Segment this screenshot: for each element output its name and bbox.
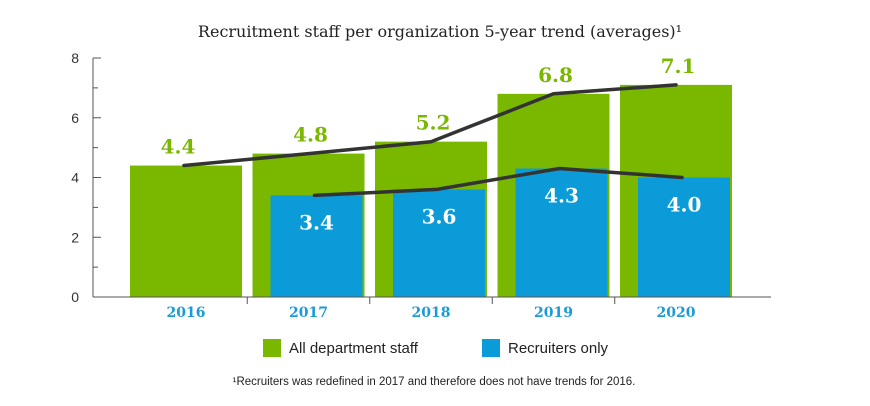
data-label-all-staff: 4.4 bbox=[161, 135, 196, 159]
y-axis: 0 2 4 6 8 bbox=[71, 50, 101, 305]
x-tick-label: 2016 bbox=[167, 305, 206, 321]
data-label-all-staff: 6.8 bbox=[538, 63, 573, 87]
y-tick-label: 0 bbox=[71, 289, 79, 305]
bars bbox=[130, 84, 732, 297]
bar-recruiters-2019 bbox=[515, 168, 608, 297]
x-tick-label: 2017 bbox=[289, 305, 328, 321]
data-label-all-staff: 4.8 bbox=[293, 123, 328, 147]
x-tick-label: 2019 bbox=[534, 305, 573, 321]
footnote: ¹Recruiters was redefined in 2017 and th… bbox=[233, 376, 636, 388]
data-labels: 4.4 4.8 5.2 6.8 7.1 3.4 3.6 4.3 4.0 bbox=[161, 54, 702, 235]
legend-label-recruiters: Recruiters only bbox=[508, 340, 609, 357]
legend-swatch-all-staff bbox=[263, 339, 281, 357]
data-label-recruiters: 3.6 bbox=[422, 204, 457, 228]
y-tick-label: 4 bbox=[71, 170, 79, 186]
bar-recruiters-2018 bbox=[393, 189, 485, 297]
x-tick-label: 2020 bbox=[657, 305, 696, 321]
bar-all-staff-2016 bbox=[130, 165, 242, 297]
y-tick-label: 2 bbox=[71, 229, 79, 245]
trend-line-all-staff bbox=[182, 83, 678, 168]
x-axis: 2016 2017 2018 2019 2020 bbox=[93, 296, 771, 321]
data-label-all-staff: 5.2 bbox=[416, 111, 451, 135]
data-label-all-staff: 7.1 bbox=[661, 54, 696, 78]
bar-recruiters-2017 bbox=[270, 195, 363, 297]
data-label-recruiters: 3.4 bbox=[299, 210, 334, 234]
data-label-recruiters: 4.3 bbox=[544, 184, 579, 208]
legend: All department staff Recruiters only bbox=[263, 339, 609, 357]
y-tick-label: 8 bbox=[71, 50, 79, 66]
chart-title: Recruitment staff per organization 5-yea… bbox=[198, 22, 682, 41]
trend-line-recruiters bbox=[312, 166, 684, 198]
legend-swatch-recruiters bbox=[482, 339, 500, 357]
legend-label-all-staff: All department staff bbox=[289, 340, 419, 357]
trend-lines bbox=[182, 83, 684, 198]
x-tick-label: 2018 bbox=[412, 305, 451, 321]
bar-recruiters-2020 bbox=[638, 177, 730, 297]
data-label-recruiters: 4.0 bbox=[667, 193, 702, 217]
y-tick-label: 6 bbox=[71, 110, 79, 126]
